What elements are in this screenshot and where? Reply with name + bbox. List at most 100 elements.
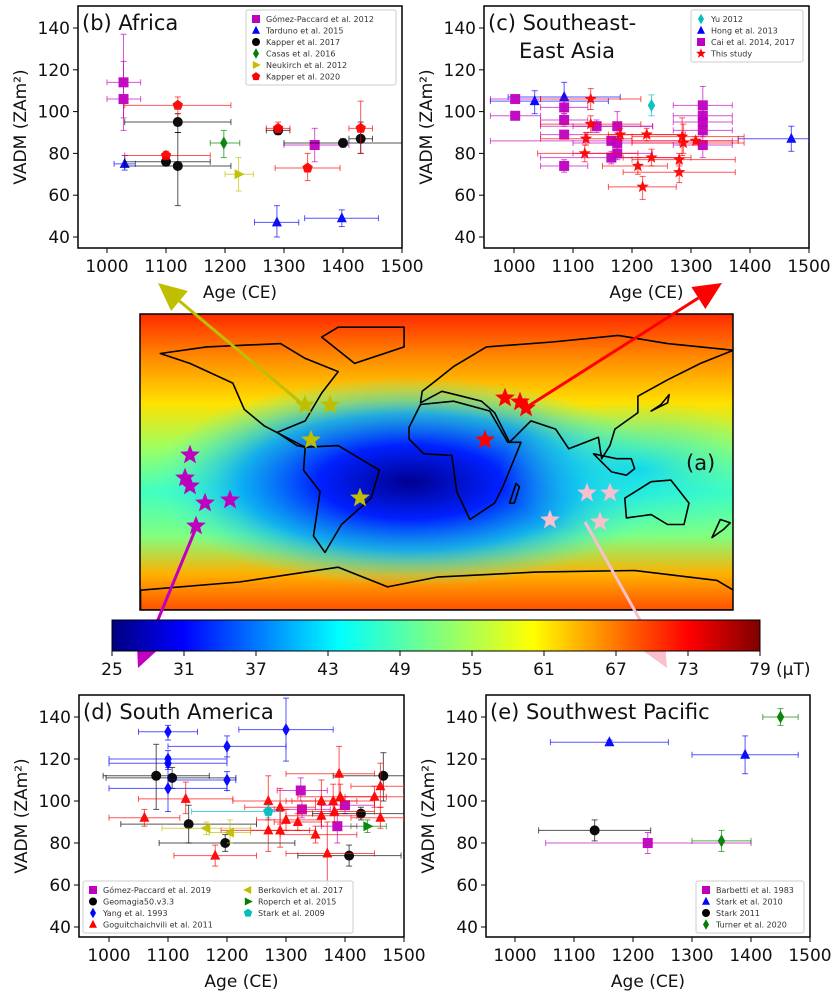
y-tick-label: 100 [38,103,70,123]
square-marker [295,785,306,796]
x-tick-label: 1200 [610,257,653,277]
x-tick-label: 1200 [203,257,246,277]
data-point [138,724,198,741]
coastline-madagascar [508,482,521,504]
x-tick-label: 1300 [264,946,307,966]
circle-marker [172,160,183,171]
circle-marker [338,137,348,148]
triangle-left-marker [223,827,234,838]
circle-marker [378,770,389,781]
legend-label: Turner et al. 2020 [715,921,787,930]
site-star-icon [180,444,200,464]
data-point [124,150,211,161]
square-legend-icon [252,15,260,23]
triangle-left-marker [200,823,211,834]
x-tick-label: 1000 [87,946,130,966]
triangle-left-legend-icon [243,886,252,894]
legend-label: Casas et al. 2016 [266,50,335,59]
triangle-up-marker [369,790,380,801]
circle-marker [589,825,600,836]
circle-marker [151,770,162,781]
triangle-up-marker [275,824,286,835]
triangle-up-marker [740,748,751,759]
coastline-eurasia [419,334,733,460]
circle-marker [172,117,183,128]
triangle-up-marker [316,795,327,805]
series-1 [549,735,799,775]
circle-marker [355,808,366,819]
legend-label: Gómez-Paccard et al. 2019 [103,885,211,895]
y-tick-label: 40 [454,228,476,248]
legend-item: Gómez-Paccard et al. 2012 [252,14,374,24]
data-point [285,821,375,886]
triangle-up-marker [281,813,291,824]
triangle-up-legend-icon [89,919,97,928]
series-0 [106,33,350,163]
series-2 [108,697,334,812]
square-marker [559,160,570,171]
coastline-japan [650,393,671,412]
x-tick-label: 1100 [144,257,187,277]
data-point [279,825,358,844]
star-legend-icon [696,48,706,58]
colorbar-tick-label: 55 [461,660,483,680]
data-layer [106,33,402,238]
triangle-up-marker [334,767,345,778]
star-marker [631,159,645,172]
legend-item: Stark et al. 2010 [702,896,783,907]
square-marker [559,129,570,140]
star-marker [673,153,686,165]
triangle-up-legend-icon [697,25,705,34]
data-point [350,819,387,833]
panel-title: (e) Southwest Pacific [490,700,710,724]
data-point [631,134,739,147]
map-panel-label: (a) [686,451,715,475]
site-star-icon [195,492,215,512]
triangle-right-legend-icon [252,61,261,69]
triangle-up-marker [329,805,340,816]
legend-item: Kapper et al. 2017 [252,38,340,47]
triangle-up-marker [180,792,191,803]
colorbar-tick-label: 49 [389,660,411,680]
data-layer [538,708,799,854]
triangle-up-marker [559,90,570,101]
coastlines [140,326,733,610]
y-tick-label: 40 [456,918,478,938]
diamond-legend-icon [253,48,259,59]
y-tick-label: 120 [444,61,476,81]
data-point [304,209,379,228]
legend-item: Stark 2011 [702,909,760,918]
legend-label: Stark et al. 2009 [258,909,325,918]
legend-item: Berkovich et al. 2017 [243,886,343,895]
data-point [209,129,241,159]
legend-label: Yu 2012 [710,15,743,24]
x-axis-label: Age (CE) [609,283,683,303]
legend-label: Tarduno et al. 2015 [265,27,343,36]
diamond-marker [164,725,172,739]
legend-label: Goguitchaichvili et al. 2011 [103,921,213,930]
pentagon-marker [355,122,366,133]
diamond-marker [647,98,656,112]
colorbar-unit: (μT) [776,660,810,680]
legend: Gómez-Paccard et al. 2012 Tarduno et al. … [245,9,397,86]
data-point [691,829,752,852]
square-marker [606,152,617,163]
x-tick-label: 1500 [787,257,830,277]
data-point [540,159,589,173]
circle-legend-icon [89,897,97,906]
data-point [238,697,334,762]
circle-marker [167,772,178,783]
site-star-icon [320,394,340,414]
legend-item: Kapper et al. 2020 [251,72,340,82]
coastline-new-zealand [711,518,732,539]
legend-item: Casas et al. 2016 [253,48,335,59]
data-point [540,115,642,133]
diamond-marker [717,834,726,848]
star-marker [676,130,689,142]
y-tick-label: 60 [49,876,71,896]
site-star-icon [220,489,240,509]
legend-item: This study [696,48,752,59]
square-marker [510,94,521,105]
legend-label: This study [710,50,752,59]
x-tick-label: 1100 [552,946,595,966]
